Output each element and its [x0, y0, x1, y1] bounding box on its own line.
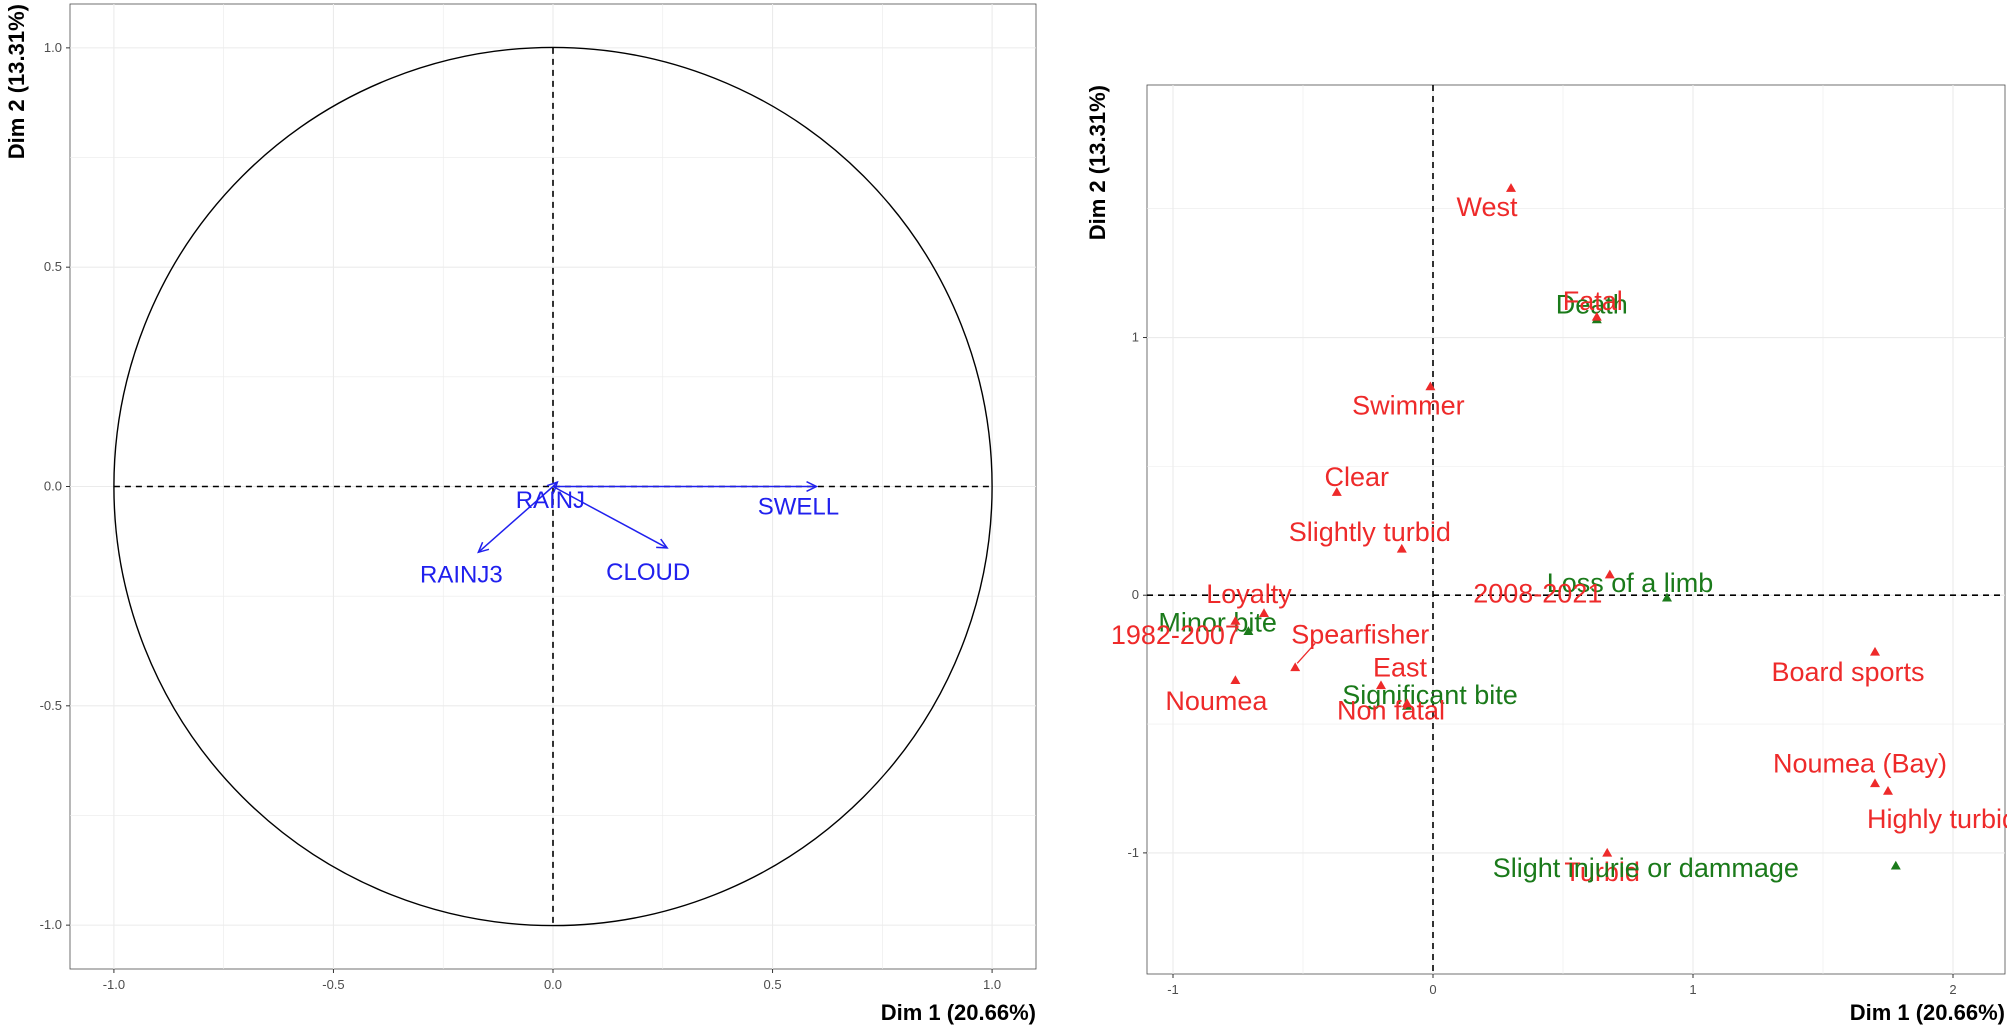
point-label-west: West — [1456, 192, 1518, 222]
tick-labels: -1.0 -0.5 0.0 0.5 1.0 -1.0 -0.5 0.0 0.5 1.0 — [40, 40, 1002, 992]
tick-labels: -1 0 1 2 -1 0 1 — [1127, 330, 1956, 997]
y-tick-label: -1 — [1127, 845, 1139, 860]
point-label-board-sports: Board sports — [1771, 657, 1924, 687]
x-axis-title: Dim 1 (20.66%) — [881, 1000, 1036, 1025]
point-slight-injurie-or-dammage — [1890, 860, 1901, 870]
point-slightly-turbid — [1396, 543, 1407, 553]
y-tick-label: 1.0 — [44, 40, 62, 55]
arrow-shaft-rainj3 — [477, 485, 554, 553]
point-label-swimmer: Swimmer — [1352, 390, 1465, 420]
point-clear — [1331, 487, 1342, 496]
x-tick-label: 2 — [1949, 982, 1956, 997]
label-connector-spearfisher — [1296, 642, 1316, 664]
point-noumea-bay — [1870, 778, 1880, 788]
point-label-death: Death — [1556, 289, 1628, 319]
point-fatal — [1591, 311, 1602, 321]
y-tick-label: -1.0 — [40, 917, 62, 932]
point-label-spearfisher: Spearfisher — [1291, 619, 1429, 649]
point-label-loss-of-a-limb: Loss of a limb — [1547, 568, 1714, 598]
variable-label-rainj3: RAINJ3 — [420, 561, 503, 588]
point-label-slightly-turbid: Slightly turbid — [1289, 517, 1451, 547]
point-label-1982-2007: 1982-2007 — [1111, 620, 1240, 650]
point-label-loyalty: Loyalty — [1206, 579, 1292, 609]
point-label-non-fatal: Non fatal — [1337, 695, 1445, 725]
y-tick-label: -0.5 — [40, 698, 62, 713]
point-1982-2007 — [1230, 615, 1241, 625]
x-tick-label: 1 — [1689, 982, 1696, 997]
plot-panel-border — [1146, 84, 2006, 975]
y-tick-label: 0 — [1132, 587, 1139, 602]
point-label-minor-bite: Minor bite — [1158, 607, 1277, 637]
x-axis-title: Dim 1 (20.66%) — [1850, 1000, 2005, 1025]
point-highly-turbid — [1883, 786, 1893, 795]
point-swimmer — [1425, 381, 1436, 391]
point-label-highly-turbid: Highly turbid — [1867, 804, 2007, 834]
x-tick-label: 0.0 — [544, 977, 562, 992]
zero-lines — [113, 46, 993, 927]
x-tick-label: -1 — [1167, 982, 1179, 997]
point-label-clear: Clear — [1325, 462, 1390, 492]
point-non-fatal — [1402, 698, 1412, 708]
x-tick-label: 1.0 — [983, 977, 1001, 992]
point-loss-of-a-limb — [1662, 592, 1672, 602]
x-tick-label: -0.5 — [322, 977, 344, 992]
x-tick-label: 0.5 — [764, 977, 782, 992]
point-2008-2021 — [1604, 569, 1615, 579]
x-tick-label: -1.0 — [103, 977, 125, 992]
point-label-slight-injurie-or-dammage: Slight injurie or dammage — [1493, 853, 1799, 883]
point-noumea — [1230, 675, 1241, 684]
y-tick-label: 0.0 — [44, 479, 62, 494]
point-label-east: East — [1373, 652, 1428, 682]
point-loyalty — [1259, 608, 1269, 617]
zero-lines — [1147, 85, 2005, 974]
point-west — [1506, 183, 1516, 192]
point-spearfisher — [1290, 662, 1301, 672]
point-board-sports — [1870, 646, 1880, 656]
arrow-head-swell — [806, 481, 819, 492]
arrow-shaft-cloud — [552, 485, 668, 549]
point-label-significant-bite: Significant bite — [1342, 680, 1518, 710]
point-turbid — [1602, 847, 1613, 857]
point-minor-bite — [1243, 626, 1254, 636]
point-east — [1376, 680, 1386, 690]
point-label-noumea: Noumea — [1165, 686, 1268, 716]
arrow-head-rainj — [546, 480, 559, 493]
point-label-turbid: Turbid — [1564, 857, 1640, 887]
arrow-head-cloud — [656, 538, 669, 549]
x-tick-label: 0 — [1429, 982, 1436, 997]
y-axis-title: Dim 2 (13.31%) — [4, 4, 29, 159]
point-label-noumea-bay: Noumea (Bay) — [1773, 748, 1947, 778]
point-label-2008-2021: 2008-2021 — [1473, 579, 1602, 609]
arrow-head-rainj3 — [477, 541, 490, 554]
y-tick-label: 0.5 — [44, 259, 62, 274]
variable-label-swell: SWELL — [758, 494, 839, 521]
y-tick-label: 1 — [1132, 330, 1139, 345]
variable-label-cloud: CLOUD — [606, 559, 690, 586]
y-axis-title: Dim 2 (13.31%) — [1085, 85, 1110, 240]
point-label-fatal: Fatal — [1563, 286, 1623, 316]
